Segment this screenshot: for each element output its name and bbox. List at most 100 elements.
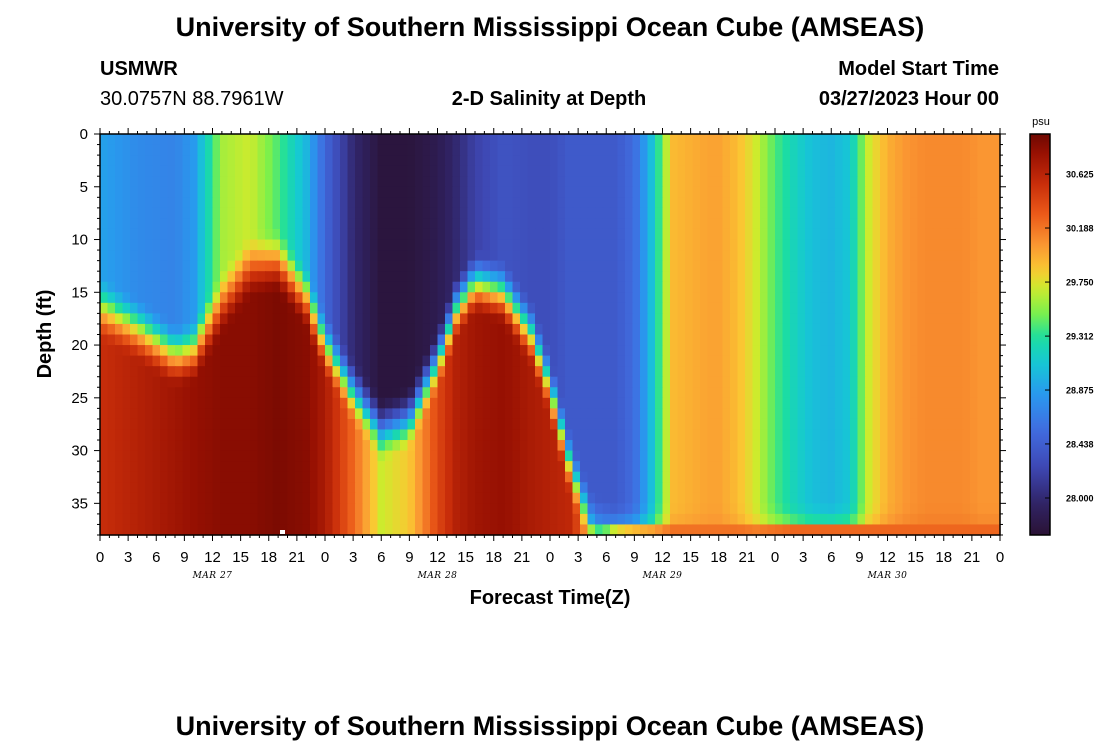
heatmap-cell bbox=[992, 165, 1001, 177]
heatmap-cell bbox=[835, 387, 844, 399]
heatmap-cell bbox=[205, 260, 214, 272]
heatmap-cell bbox=[700, 345, 709, 357]
heatmap-cell bbox=[220, 292, 229, 304]
heatmap-cell bbox=[332, 165, 341, 177]
heatmap-cell bbox=[647, 524, 656, 536]
heatmap-cell bbox=[220, 429, 229, 441]
heatmap-cell bbox=[167, 492, 176, 504]
heatmap-cell bbox=[227, 186, 236, 198]
heatmap-cell bbox=[497, 366, 506, 378]
heatmap-cell bbox=[730, 408, 739, 420]
heatmap-cell bbox=[760, 397, 769, 409]
heatmap-cell bbox=[632, 355, 641, 367]
heatmap-cell bbox=[677, 186, 686, 198]
heatmap-cell bbox=[730, 292, 739, 304]
heatmap-cell bbox=[947, 387, 956, 399]
heatmap-cell bbox=[820, 218, 829, 230]
heatmap-cell bbox=[790, 376, 799, 388]
heatmap-cell bbox=[452, 155, 461, 167]
heatmap-cell bbox=[145, 355, 154, 367]
heatmap-cell bbox=[340, 366, 349, 378]
heatmap-cell bbox=[265, 345, 274, 357]
heatmap-cell bbox=[287, 376, 296, 388]
heatmap-cell bbox=[452, 197, 461, 209]
heatmap-cell bbox=[152, 165, 161, 177]
heatmap-cell bbox=[587, 207, 596, 220]
heatmap-cell bbox=[587, 144, 596, 156]
heatmap-cell bbox=[895, 313, 904, 325]
heatmap-cell bbox=[917, 492, 926, 504]
heatmap-cell bbox=[737, 134, 746, 146]
heatmap-cell bbox=[910, 250, 919, 262]
heatmap-cell bbox=[707, 366, 716, 378]
heatmap-cell bbox=[782, 228, 791, 241]
heatmap-cell bbox=[977, 134, 986, 146]
heatmap-cell bbox=[617, 239, 626, 251]
heatmap-cell bbox=[130, 429, 139, 441]
heatmap-cell bbox=[617, 440, 626, 452]
heatmap-cell bbox=[317, 155, 326, 167]
heatmap-cell bbox=[347, 418, 356, 431]
heatmap-cell bbox=[737, 482, 746, 494]
heatmap-cell bbox=[392, 186, 401, 198]
heatmap-cell bbox=[520, 239, 529, 251]
heatmap-cell bbox=[917, 366, 926, 378]
heatmap-cell bbox=[632, 313, 641, 325]
heatmap-cell bbox=[407, 429, 416, 441]
heatmap-cell bbox=[797, 355, 806, 367]
heatmap-cell bbox=[482, 429, 491, 441]
heatmap-cell bbox=[257, 355, 266, 367]
heatmap-cell bbox=[572, 408, 581, 420]
heatmap-cell bbox=[542, 260, 551, 272]
heatmap-cell bbox=[535, 450, 544, 462]
heatmap-cell bbox=[782, 250, 791, 262]
heatmap-cell bbox=[587, 165, 596, 177]
heatmap-cell bbox=[535, 155, 544, 167]
heatmap-cell bbox=[947, 461, 956, 473]
heatmap-cell bbox=[775, 176, 784, 188]
heatmap-cell bbox=[625, 440, 634, 452]
heatmap-cell bbox=[167, 302, 176, 314]
heatmap-cell bbox=[415, 334, 424, 346]
heatmap-cell bbox=[835, 524, 844, 536]
heatmap-cell bbox=[295, 345, 304, 357]
heatmap-cell bbox=[775, 155, 784, 167]
heatmap-cell bbox=[932, 334, 941, 346]
heatmap-cell bbox=[377, 397, 386, 409]
heatmap-cell bbox=[317, 271, 326, 283]
heatmap-cell bbox=[287, 471, 296, 483]
heatmap-cell bbox=[752, 471, 761, 483]
heatmap-cell bbox=[400, 239, 409, 251]
heatmap-cell bbox=[970, 397, 979, 409]
heatmap-cell bbox=[467, 281, 476, 293]
heatmap-cell bbox=[160, 176, 169, 188]
heatmap-cell bbox=[265, 397, 274, 409]
heatmap-cell bbox=[242, 207, 251, 220]
heatmap-cell bbox=[895, 186, 904, 198]
heatmap-cell bbox=[580, 186, 589, 198]
heatmap-cell bbox=[662, 207, 671, 220]
heatmap-cell bbox=[497, 355, 506, 367]
heatmap-cell bbox=[535, 345, 544, 357]
heatmap-cell bbox=[490, 513, 499, 526]
heatmap-cell bbox=[482, 218, 491, 230]
heatmap-cell bbox=[512, 207, 521, 220]
heatmap-cell bbox=[655, 207, 664, 220]
heatmap-cell bbox=[100, 450, 109, 462]
heatmap-cell bbox=[932, 176, 941, 188]
heatmap-cell bbox=[827, 524, 836, 536]
heatmap-cell bbox=[700, 334, 709, 346]
heatmap-cell bbox=[265, 260, 274, 272]
heatmap-cell bbox=[520, 155, 529, 167]
heatmap-cell bbox=[887, 176, 896, 188]
heatmap-cell bbox=[182, 218, 191, 230]
heatmap-cell bbox=[302, 355, 311, 367]
heatmap-cell bbox=[932, 228, 941, 241]
heatmap-cell bbox=[400, 387, 409, 399]
colorbar-ticks: 30.62530.18829.75029.31228.87528.43828.0… bbox=[1045, 170, 1094, 503]
heatmap-cell bbox=[587, 176, 596, 188]
heatmap-cell bbox=[745, 376, 754, 388]
heatmap-cell bbox=[430, 197, 439, 209]
heatmap-cell bbox=[497, 408, 506, 420]
heatmap-cell bbox=[205, 155, 214, 167]
